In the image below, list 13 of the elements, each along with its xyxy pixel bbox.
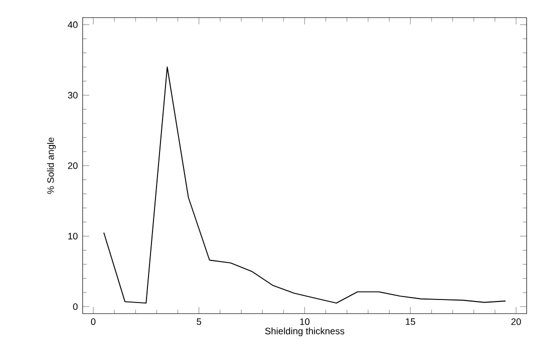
y-tick-label: 10 (68, 232, 78, 240)
x-tick-label: 10 (300, 318, 310, 325)
x-tick-label: 5 (196, 318, 202, 325)
y-tick-label: 20 (68, 162, 78, 169)
x-axis-title: Shielding thickness (265, 327, 344, 336)
y-tick-label: 30 (68, 92, 78, 98)
y-tick-label: 40 (68, 21, 78, 28)
x-tick-label: 0 (91, 318, 96, 325)
y-axis-title: % Solid angle (47, 138, 56, 194)
x-tick-label: 15 (406, 318, 416, 325)
x-tick-label: 20 (511, 318, 521, 325)
line-series (103, 66, 506, 304)
y-tick-label: 0 (73, 303, 78, 310)
